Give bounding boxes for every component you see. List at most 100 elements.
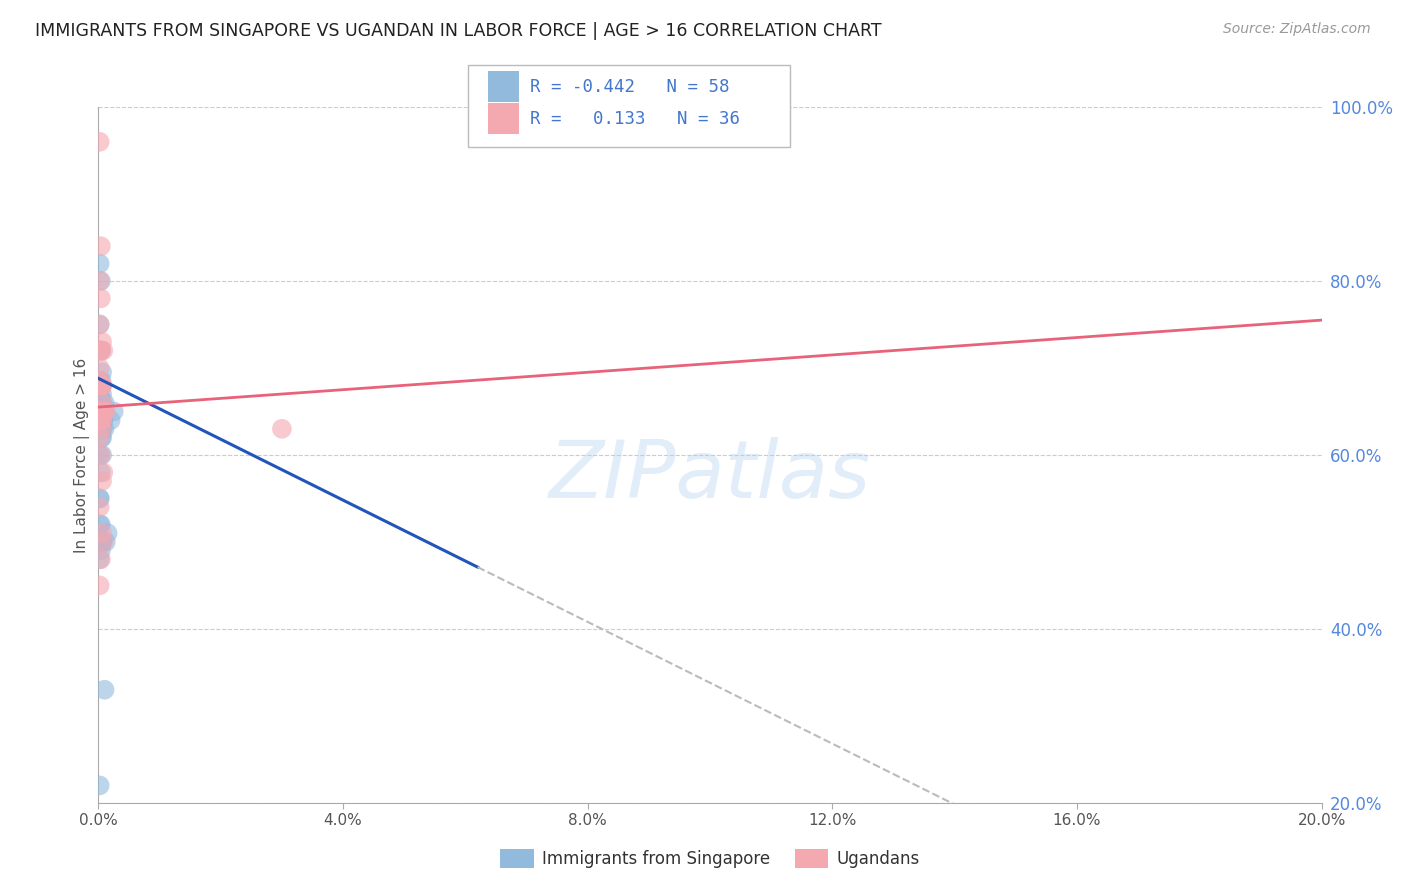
Point	[89, 374, 111, 388]
Point	[90, 343, 112, 358]
Point	[90, 466, 112, 480]
Point	[90, 395, 112, 409]
Point	[89, 413, 111, 427]
Point	[93, 422, 115, 436]
Point	[90, 274, 112, 288]
Point	[91, 466, 114, 480]
Legend: Immigrants from Singapore, Ugandans: Immigrants from Singapore, Ugandans	[494, 842, 927, 874]
Point	[89, 374, 111, 388]
Point	[90, 343, 112, 358]
Point	[91, 430, 114, 444]
Point	[90, 404, 112, 418]
Point	[90, 422, 112, 436]
Point	[91, 422, 114, 436]
Point	[89, 413, 111, 427]
Point	[90, 291, 112, 305]
Text: R = -0.442   N = 58: R = -0.442 N = 58	[530, 78, 730, 95]
Point	[91, 413, 114, 427]
Point	[89, 517, 111, 532]
Point	[90, 404, 112, 418]
Point	[94, 404, 117, 418]
Point	[90, 448, 112, 462]
Point	[90, 378, 112, 392]
Point	[97, 526, 120, 541]
Point	[91, 343, 114, 358]
Point	[103, 404, 125, 418]
Point	[89, 274, 111, 288]
Point	[91, 413, 114, 427]
Point	[93, 404, 115, 418]
Text: ZIPatlas: ZIPatlas	[548, 437, 872, 515]
Point	[90, 404, 112, 418]
Point	[91, 422, 114, 436]
Point	[93, 682, 115, 697]
Point	[90, 374, 112, 388]
Point	[100, 413, 122, 427]
Point	[91, 404, 114, 418]
Text: R =   0.133   N = 36: R = 0.133 N = 36	[530, 110, 740, 128]
Point	[91, 413, 114, 427]
Point	[91, 404, 114, 418]
Point	[89, 318, 111, 332]
Point	[91, 404, 114, 418]
Point	[91, 534, 114, 549]
Point	[91, 387, 114, 401]
Point	[90, 239, 112, 253]
Point	[90, 552, 112, 566]
Point	[91, 526, 114, 541]
Point	[91, 534, 114, 549]
Point	[89, 361, 111, 376]
Point	[89, 430, 111, 444]
Point	[91, 413, 114, 427]
Point	[90, 404, 112, 418]
Point	[91, 413, 114, 427]
Point	[93, 395, 115, 409]
Point	[270, 422, 292, 436]
Point	[89, 500, 111, 514]
Point	[89, 135, 111, 149]
Point	[89, 778, 111, 792]
Point	[91, 534, 114, 549]
Point	[90, 343, 112, 358]
Point	[90, 343, 112, 358]
Point	[89, 395, 111, 409]
Point	[91, 334, 114, 349]
Point	[89, 448, 111, 462]
Point	[91, 378, 114, 392]
Point	[89, 491, 111, 506]
Point	[89, 390, 111, 404]
Point	[90, 378, 112, 392]
Point	[89, 491, 111, 506]
Point	[90, 543, 112, 558]
Point	[90, 400, 112, 414]
Y-axis label: In Labor Force | Age > 16: In Labor Force | Age > 16	[75, 358, 90, 552]
Point	[90, 404, 112, 418]
Point	[91, 422, 114, 436]
Point	[91, 404, 114, 418]
Point	[91, 378, 114, 392]
Point	[91, 365, 114, 379]
Point	[90, 404, 112, 418]
Point	[91, 448, 114, 462]
Point	[90, 517, 112, 532]
Point	[89, 413, 111, 427]
Point	[89, 318, 111, 332]
Point	[90, 404, 112, 418]
Point	[91, 422, 114, 436]
Point	[90, 430, 112, 444]
Point	[90, 378, 112, 392]
Point	[91, 404, 114, 418]
Point	[89, 395, 111, 409]
Point	[91, 378, 114, 392]
Point	[94, 534, 117, 549]
Point	[91, 395, 114, 409]
Point	[91, 413, 114, 427]
Point	[91, 395, 114, 409]
Text: Source: ZipAtlas.com: Source: ZipAtlas.com	[1223, 22, 1371, 37]
Point	[89, 257, 111, 271]
Point	[90, 422, 112, 436]
Point	[91, 474, 114, 488]
Point	[89, 578, 111, 592]
Point	[91, 395, 114, 409]
Text: IMMIGRANTS FROM SINGAPORE VS UGANDAN IN LABOR FORCE | AGE > 16 CORRELATION CHART: IMMIGRANTS FROM SINGAPORE VS UGANDAN IN …	[35, 22, 882, 40]
